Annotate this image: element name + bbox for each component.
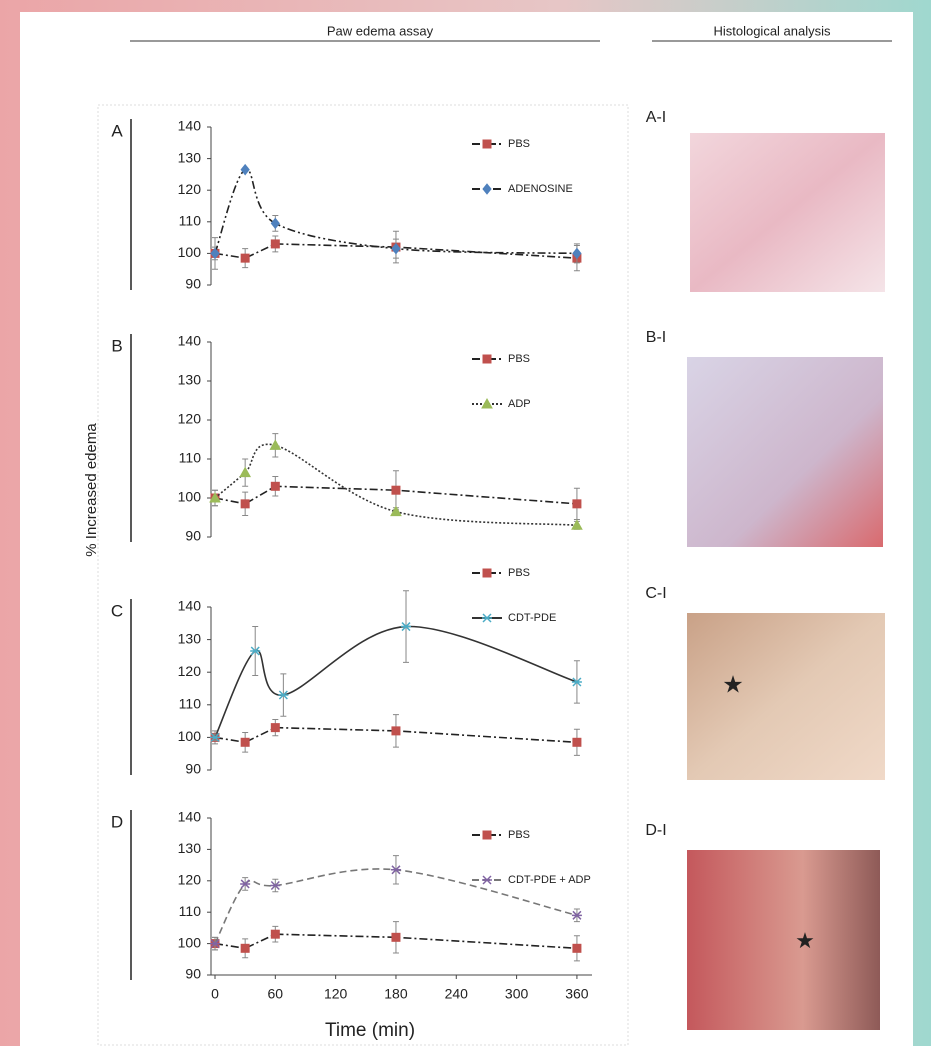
- marker: [392, 727, 400, 735]
- marker: [573, 500, 581, 508]
- panel-label: A: [111, 121, 123, 140]
- image-label: C-I: [645, 585, 666, 602]
- y-tick-label: 110: [179, 903, 202, 919]
- y-tick-label: 90: [185, 761, 201, 777]
- star-marker: ★: [722, 671, 744, 698]
- y-tick-label: 110: [179, 450, 202, 466]
- x-tick-label: 60: [268, 986, 284, 1002]
- x-tick-label: 180: [384, 986, 408, 1002]
- y-tick-label: 100: [178, 489, 202, 505]
- marker: [271, 724, 279, 732]
- y-tick-label: 100: [178, 728, 202, 744]
- marker: [241, 254, 249, 262]
- marker: [271, 930, 279, 938]
- panel-label: C: [111, 601, 123, 620]
- y-tick-label: 90: [185, 966, 201, 982]
- y-tick-label: 130: [178, 630, 202, 646]
- panel-label: D: [111, 812, 123, 831]
- y-tick-label: 110: [179, 696, 202, 712]
- histology-image: [690, 133, 885, 292]
- histology-image: [687, 613, 885, 780]
- legend-label: CDT-PDE + ADP: [508, 874, 591, 886]
- panel-label: B: [111, 336, 122, 355]
- y-tick-label: 120: [178, 411, 202, 427]
- y-tick-label: 140: [178, 333, 202, 349]
- y-tick-label: 120: [178, 663, 202, 679]
- legend-label: ADENOSINE: [508, 183, 573, 195]
- x-tick-label: 360: [565, 986, 589, 1002]
- marker: [241, 738, 249, 746]
- y-tick-label: 120: [178, 872, 202, 888]
- header: Paw edema assay: [327, 23, 434, 38]
- y-tick-label: 100: [178, 934, 202, 950]
- y-tick-label: 90: [185, 528, 201, 544]
- marker: [241, 944, 249, 952]
- legend-marker: [483, 569, 491, 577]
- x-tick-label: 240: [445, 986, 469, 1002]
- y-tick-label: 140: [178, 809, 202, 825]
- histology-image: [687, 357, 883, 547]
- marker: [241, 500, 249, 508]
- legend-marker: [483, 140, 491, 148]
- image-label: A-I: [646, 109, 666, 126]
- y-tick-label: 140: [178, 118, 202, 134]
- marker: [573, 738, 581, 746]
- legend-marker: [483, 831, 491, 839]
- histology-image: [687, 850, 880, 1030]
- figure: Paw edema assay Histological analysis % …: [0, 0, 931, 1046]
- x-tick-label: 120: [324, 986, 348, 1002]
- page: {"headers": ["Paw edema assay", "Histolo…: [0, 0, 931, 1046]
- legend-label: PBS: [508, 353, 530, 365]
- y-tick-label: 100: [178, 244, 202, 260]
- marker: [392, 486, 400, 494]
- legend-label: PBS: [508, 567, 530, 579]
- y-axis-label: % Increased edema: [83, 423, 100, 557]
- y-tick-label: 120: [178, 181, 202, 197]
- header: Histological analysis: [713, 23, 831, 38]
- y-tick-label: 130: [178, 840, 202, 856]
- legend-marker: [483, 355, 491, 363]
- y-tick-label: 90: [185, 276, 201, 292]
- legend-label: CDT-PDE: [508, 612, 556, 624]
- y-tick-label: 140: [178, 598, 202, 614]
- x-axis-label: Time (min): [325, 1020, 415, 1041]
- legend-label: PBS: [508, 138, 530, 150]
- marker: [392, 933, 400, 941]
- y-tick-label: 130: [178, 149, 202, 165]
- marker: [573, 944, 581, 952]
- image-label: B-I: [646, 329, 666, 346]
- y-tick-label: 130: [178, 372, 202, 388]
- legend-label: PBS: [508, 829, 530, 841]
- x-tick-label: 300: [505, 986, 529, 1002]
- marker: [271, 482, 279, 490]
- marker: [271, 240, 279, 248]
- image-label: D-I: [645, 822, 666, 839]
- legend-label: ADP: [508, 398, 531, 410]
- y-tick-label: 110: [179, 213, 202, 229]
- star-marker: ★: [795, 928, 815, 953]
- x-tick-label: 0: [211, 986, 219, 1002]
